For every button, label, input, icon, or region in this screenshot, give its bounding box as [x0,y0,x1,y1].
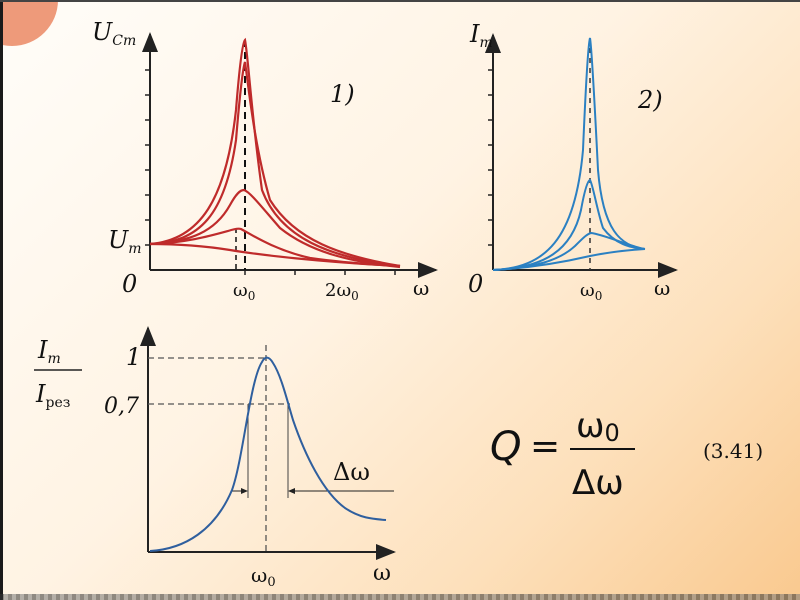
g3-delta-label: Δω [333,458,370,486]
g1-curve-q-medium [149,188,401,269]
g3-resonance-curve [149,356,387,552]
g1-y-ticks [145,69,150,246]
g1-x-axis-label: ω [413,276,429,300]
g2-marker-label: 2) [637,86,663,114]
formula-lhs: Q [490,424,521,470]
g1-x-tick-w0: ω0 [233,280,255,303]
g1-marker-label: 1) [330,80,355,108]
g3-ratio-denominator: Iрез [35,380,70,411]
slide-border-bottom [0,594,800,600]
g3-x-axis-label: ω [373,561,391,586]
g3-ratio-numerator: Im [37,336,61,367]
g2-origin-label: 0 [468,270,483,298]
graph-voltage-resonance: UCm 1) Um 0 ω0 2ω0 ω [92,18,438,303]
g2-curves [492,37,646,271]
g3-x-tick-w0: ω0 [251,563,276,590]
q-factor-formula: Q = ω0 Δω (3.41) [490,406,763,503]
g1-curves [149,37,401,269]
g1-x-tick-2w0: 2ω0 [325,280,359,303]
g2-curve-q-medium [492,231,646,271]
g1-curve-q-lowest [149,242,401,268]
slide-border-top [0,0,800,2]
g2-curve-q-low [492,248,646,271]
g3-tick-1: 1 [126,343,141,371]
g1-um-label: Um [108,226,142,257]
g2-y-axis-label: Im [469,20,493,51]
g2-x-tick-w0: ω0 [580,280,602,303]
g2-x-axis-label: ω [654,276,670,300]
formula-denominator: Δω [572,463,624,503]
slide-border-left [0,0,3,600]
g2-y-ticks [488,69,493,246]
g1-curve-q-medium-high [149,61,401,268]
formula-equals: = [530,426,560,467]
g1-curve-q-high [149,37,401,268]
g2-curve-q-medium-high [492,178,646,271]
formula-equation-number: (3.41) [703,439,763,463]
graph-normalized-resonance: Im Iрез 1 0,7 Δω ω0 ω [34,326,396,590]
g3-tick-07: 0,7 [104,394,139,419]
formula-numerator: ω0 [576,406,620,447]
g1-x-ticks [244,270,396,275]
g1-origin-label: 0 [122,270,137,298]
g1-y-axis-label: UCm [92,18,136,49]
graph-current-resonance: Im 2) 0 ω0 ω [468,20,678,303]
g2-curve-q-high [492,37,646,271]
